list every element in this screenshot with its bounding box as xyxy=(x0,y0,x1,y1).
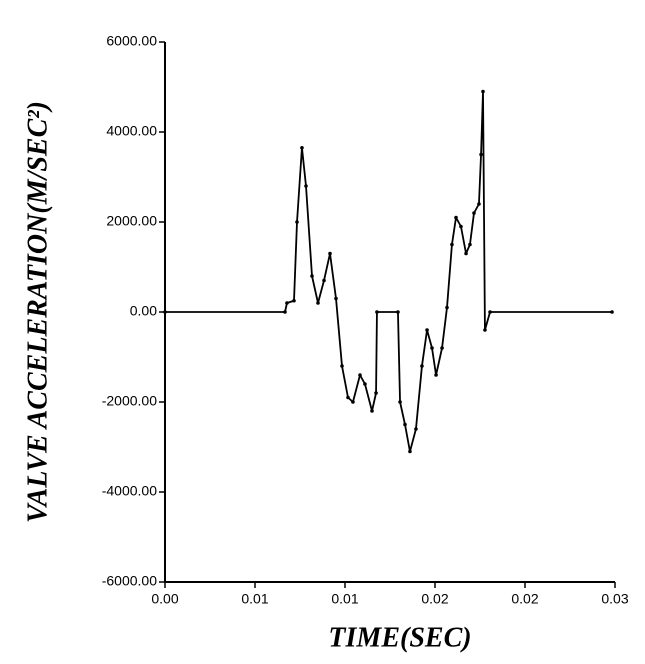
data-point xyxy=(445,305,449,310)
data-point xyxy=(322,278,326,283)
data-point xyxy=(479,152,483,157)
data-point xyxy=(316,301,320,305)
x-tick-label: 0.00 xyxy=(151,591,178,607)
data-point xyxy=(328,251,332,256)
data-point xyxy=(346,395,350,400)
data-point xyxy=(434,373,438,377)
data-point xyxy=(477,202,481,206)
data-point xyxy=(472,211,476,215)
data-point xyxy=(334,296,338,301)
data-point xyxy=(358,373,362,377)
x-tick-label: 0.02 xyxy=(511,591,538,607)
data-point xyxy=(340,364,344,368)
data-point xyxy=(396,310,400,314)
data-point xyxy=(430,346,434,350)
y-tick-label: -4000.00 xyxy=(102,483,157,499)
data-point xyxy=(440,346,444,350)
data-point xyxy=(300,145,304,150)
x-tick-label: 0.01 xyxy=(331,591,358,607)
data-point xyxy=(295,220,299,224)
data-point xyxy=(292,298,296,303)
data-point xyxy=(420,364,424,368)
x-tick-label: 0.03 xyxy=(601,591,628,607)
x-tick-label: 0.02 xyxy=(421,591,448,607)
data-point xyxy=(414,427,418,431)
y-tick-label: 0.00 xyxy=(130,303,157,319)
data-point xyxy=(363,382,367,386)
data-point xyxy=(163,310,167,314)
data-point xyxy=(351,400,355,404)
data-point xyxy=(304,184,308,188)
y-tick-label: -2000.00 xyxy=(102,393,157,409)
data-point xyxy=(370,409,374,413)
data-point xyxy=(454,215,458,220)
data-point xyxy=(464,251,468,256)
data-point xyxy=(450,242,454,247)
data-point xyxy=(610,310,614,314)
y-tick-label: 2000.00 xyxy=(106,213,157,229)
y-tick-label: -6000.00 xyxy=(102,573,157,589)
y-axis-title: VALVE ACCELERATION(M/SEC²) xyxy=(22,101,53,523)
y-tick-label: 6000.00 xyxy=(106,33,157,49)
y-tick-label: 4000.00 xyxy=(106,123,157,139)
data-point xyxy=(408,449,412,454)
data-point xyxy=(403,422,407,427)
data-point xyxy=(459,224,463,229)
data-line xyxy=(165,90,612,453)
x-axis-title: TIME(SEC) xyxy=(328,622,471,653)
data-point xyxy=(488,310,492,314)
data-point xyxy=(310,274,314,278)
data-point xyxy=(425,328,429,332)
data-point xyxy=(398,400,402,404)
data-point xyxy=(468,242,472,247)
x-tick-label: 0.01 xyxy=(241,591,268,607)
data-point xyxy=(283,310,287,314)
data-point xyxy=(481,89,485,94)
data-point xyxy=(375,310,379,314)
data-point xyxy=(483,328,487,332)
data-point xyxy=(285,301,289,305)
data-point xyxy=(374,391,378,395)
